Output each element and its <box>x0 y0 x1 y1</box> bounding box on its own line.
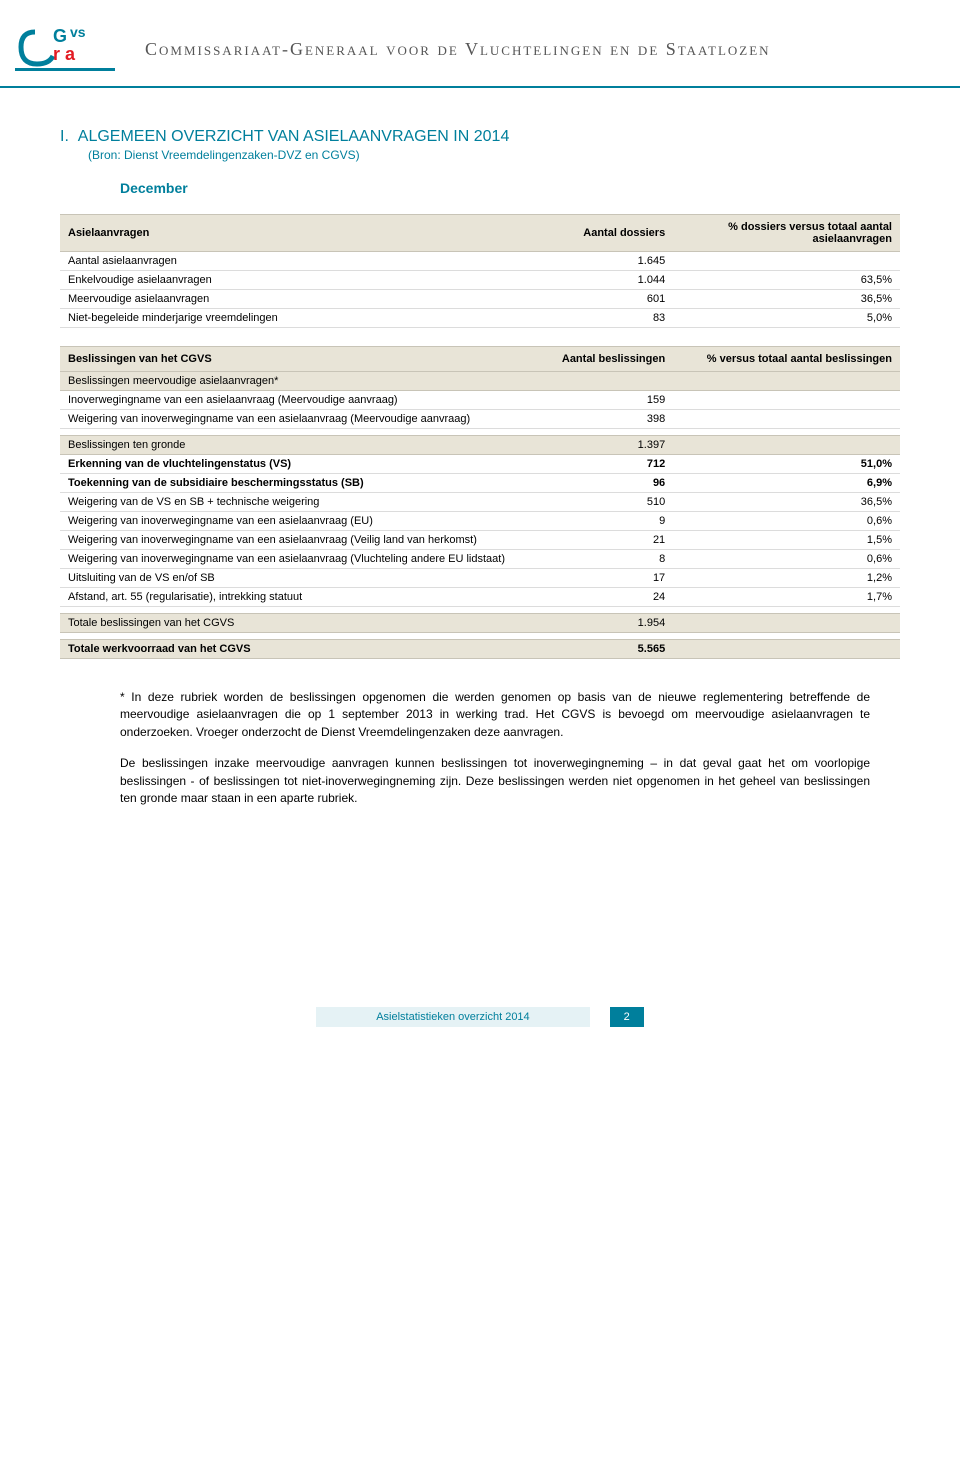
paragraph: De beslissingen inzake meervoudige aanvr… <box>120 755 870 807</box>
page-title: I. ALGEMEEN OVERZICHT VAN ASIELAANVRAGEN… <box>60 128 900 146</box>
title-year: 2014 <box>474 128 510 145</box>
table-row: Uitsluiting van de VS en/of SB171,2% <box>60 569 900 588</box>
table-row: Weigering van inoverwegingname van een a… <box>60 512 900 531</box>
title-month: December <box>120 180 900 196</box>
t1-h0: Asielaanvragen <box>60 215 522 252</box>
footer-label: Asielstatistieken overzicht 2014 <box>316 1007 589 1027</box>
table-row: Weigering van inoverwegingname van een a… <box>60 550 900 569</box>
svg-text:a: a <box>65 44 76 64</box>
table-beslissingen-gronde: Beslissingen ten gronde 1.397 Erkenning … <box>60 435 900 607</box>
table-row: Niet-begeleide minderjarige vreemdelinge… <box>60 309 900 328</box>
table-row: Meervoudige asielaanvragen60136,5% <box>60 290 900 309</box>
table-row: Afstand, art. 55 (regularisatie), intrek… <box>60 588 900 607</box>
table-row: Weigering van inoverwegingname van een a… <box>60 531 900 550</box>
t1-h1: Aantal dossiers <box>522 215 673 252</box>
paragraph: * In deze rubriek worden de beslissingen… <box>120 689 870 741</box>
logo: G vs r a <box>15 20 115 78</box>
t2-h1: Aantal beslissingen <box>522 347 673 372</box>
org-title: Commissariaat-Generaal voor de Vluchteli… <box>145 39 771 60</box>
table-row-stock: Totale werkvoorraad van het CGVS 5.565 <box>60 640 900 659</box>
table-subheader: Beslissingen meervoudige asielaanvragen* <box>60 372 900 391</box>
table-row: Toekenning van de subsidiaire beschermin… <box>60 474 900 493</box>
page-footer: Asielstatistieken overzicht 2014 2 <box>60 1007 900 1027</box>
table-subheader: Beslissingen ten gronde 1.397 <box>60 436 900 455</box>
title-roman: I. <box>60 128 69 145</box>
title-subtitle: (Bron: Dienst Vreemdelingenzaken-DVZ en … <box>88 148 900 162</box>
table-row: Inoverwegingname van een asielaanvraag (… <box>60 391 900 410</box>
t1-body: Aantal asielaanvragen1.645 Enkelvoudige … <box>60 252 900 328</box>
page-header: G vs r a Commissariaat-Generaal voor de … <box>0 0 960 88</box>
title-text: ALGEMEEN OVERZICHT VAN ASIELAANVRAGEN IN <box>78 128 470 145</box>
table-asielaanvragen: Asielaanvragen Aantal dossiers % dossier… <box>60 214 900 328</box>
table-row: Erkenning van de vluchtelingenstatus (VS… <box>60 455 900 474</box>
table-row: Aantal asielaanvragen1.645 <box>60 252 900 271</box>
table-row-total: Totale beslissingen van het CGVS 1.954 <box>60 614 900 633</box>
svg-text:G: G <box>53 26 67 46</box>
table-totaal: Totale beslissingen van het CGVS 1.954 <box>60 613 900 633</box>
table-werkvoorraad: Totale werkvoorraad van het CGVS 5.565 <box>60 639 900 659</box>
table-row: Weigering van de VS en SB + technische w… <box>60 493 900 512</box>
t1-h2: % dossiers versus totaal aantal asielaan… <box>673 215 900 252</box>
table-beslissingen: Beslissingen van het CGVS Aantal besliss… <box>60 346 900 429</box>
svg-text:r: r <box>53 44 60 64</box>
t2-h0: Beslissingen van het CGVS <box>60 347 522 372</box>
table-row: Enkelvoudige asielaanvragen1.04463,5% <box>60 271 900 290</box>
footer-page-number: 2 <box>610 1007 644 1027</box>
body-text: * In deze rubriek worden de beslissingen… <box>120 689 870 807</box>
svg-text:vs: vs <box>70 24 86 40</box>
table-row: Weigering van inoverwegingname van een a… <box>60 410 900 429</box>
t2-h2: % versus totaal aantal beslissingen <box>673 347 900 372</box>
